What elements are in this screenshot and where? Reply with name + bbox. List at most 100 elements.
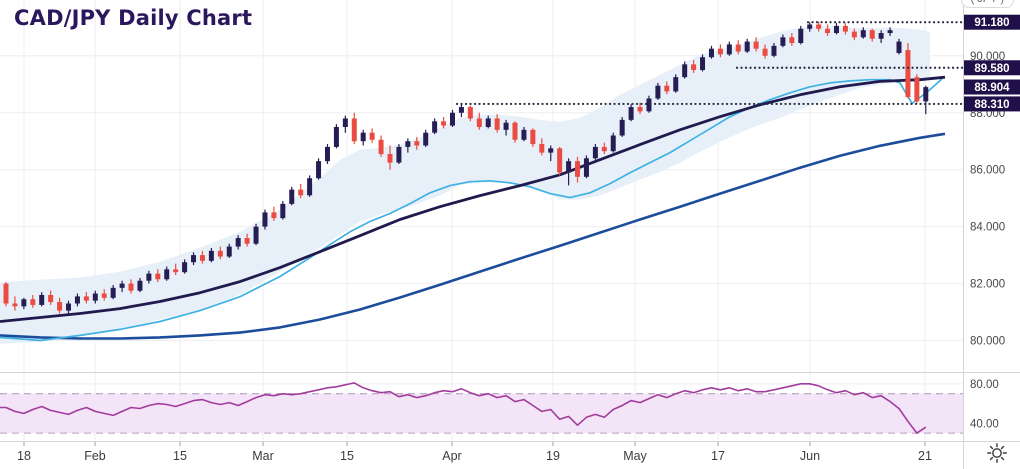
bullish-candle-body	[39, 294, 45, 305]
bullish-candle-body	[807, 24, 813, 29]
bearish-candle-body	[575, 161, 581, 177]
x-axis-label: Feb	[84, 449, 106, 463]
bearish-candle-body	[691, 64, 697, 71]
bullish-candle-body	[771, 45, 777, 56]
bullish-candle-body	[655, 85, 661, 99]
sun-icon-part	[1000, 445, 1005, 450]
bearish-candle-body	[637, 107, 643, 112]
bullish-candle-body	[887, 30, 893, 34]
mid-moving-average-line	[0, 75, 946, 323]
axis-unit-label: ( JPY )	[971, 0, 1004, 5]
bearish-candle-body	[557, 148, 563, 173]
sun-theme-toggle-icon[interactable]	[986, 442, 1008, 464]
bullish-candle-body	[708, 48, 714, 58]
x-axis-label: May	[623, 449, 647, 463]
bullish-candle-body	[726, 44, 732, 55]
rsi-scale-label: 80.00	[970, 379, 999, 391]
sun-icon-part	[992, 448, 1002, 458]
bullish-candle-body	[253, 226, 259, 244]
bullish-candle-body	[92, 293, 98, 301]
bearish-candle-body	[12, 303, 18, 307]
y-axis-price-label: 84.000	[970, 222, 1005, 234]
bearish-candle-body	[217, 250, 223, 257]
x-axis-label: 18	[17, 449, 31, 463]
bearish-candle-body	[476, 118, 482, 127]
bullish-candle-body	[503, 122, 509, 130]
bullish-candle-body	[432, 121, 438, 133]
bullish-candle-body	[333, 126, 339, 147]
x-axis-label: 21	[918, 449, 932, 463]
bearish-candle-body	[369, 132, 375, 140]
bearish-candle-body	[512, 122, 518, 140]
x-axis-label: 15	[173, 449, 187, 463]
bullish-candle-body	[628, 107, 634, 120]
sun-icon-part	[989, 445, 994, 450]
bullish-candle-body	[583, 158, 589, 177]
rsi-scale-label: 40.00	[970, 418, 999, 430]
bullish-candle-body	[66, 303, 72, 311]
bullish-candle-body	[208, 250, 214, 261]
price-badge	[964, 79, 1020, 95]
bullish-candle-body	[458, 107, 464, 113]
bullish-candle-body	[146, 273, 152, 281]
bullish-candle-body	[860, 30, 866, 38]
x-axis-label: 19	[546, 449, 560, 463]
bullish-candle-body	[360, 132, 366, 142]
price-badge-label: 89.580	[974, 63, 1009, 75]
bullish-candle-body	[324, 146, 330, 162]
bullish-candle-body	[21, 299, 27, 307]
bearish-candle-body	[530, 129, 536, 145]
bullish-candle-body	[833, 25, 839, 34]
bullish-candle-body	[682, 64, 688, 78]
bearish-candle-body	[83, 296, 89, 301]
price-badge-label: 88.904	[974, 82, 1010, 94]
bearish-candle-body	[816, 24, 822, 29]
bullish-candle-body	[548, 148, 554, 153]
bullish-candle-body	[780, 37, 786, 46]
x-axis-label: 17	[711, 449, 725, 463]
sun-icon-part	[989, 456, 994, 461]
price-badge	[964, 14, 1020, 30]
bullish-candle-body	[673, 77, 679, 92]
bullish-candle-body	[182, 262, 188, 273]
bullish-candle-body	[423, 132, 429, 146]
bearish-candle-body	[494, 118, 500, 130]
bullish-candle-body	[262, 212, 268, 227]
bullish-candle-body	[610, 135, 616, 152]
bearish-candle-body	[851, 31, 857, 38]
bearish-candle-body	[57, 302, 63, 311]
bullish-candle-body	[744, 41, 750, 52]
y-axis-price-label: 90.000	[970, 51, 1005, 63]
bearish-candle-body	[905, 50, 911, 98]
bearish-candle-body	[155, 273, 161, 280]
bearish-candle-body	[3, 283, 9, 304]
bearish-candle-body	[762, 48, 768, 56]
bullish-candle-body	[923, 87, 929, 102]
bullish-candle-body	[342, 118, 348, 127]
bullish-candle-body	[316, 161, 322, 179]
y-axis-price-label: 86.000	[970, 165, 1005, 177]
bullish-candle-body	[896, 41, 902, 53]
bullish-candle-body	[307, 178, 313, 196]
bullish-candle-body	[396, 146, 402, 163]
bullish-candle-body	[646, 98, 652, 112]
bearish-candle-body	[199, 255, 205, 261]
bearish-candle-body	[914, 77, 920, 102]
bearish-candle-body	[128, 283, 134, 291]
bearish-candle-body	[378, 139, 384, 155]
price-badge-label: 91.180	[974, 17, 1009, 29]
bullish-candle-body	[137, 280, 143, 291]
bearish-candle-body	[539, 144, 545, 153]
bearish-candle-body	[173, 269, 179, 273]
bullish-candle-body	[566, 161, 572, 173]
bullish-candle-body	[798, 28, 804, 43]
bullish-candle-body	[521, 129, 527, 140]
sun-icon-part	[1000, 456, 1005, 461]
bearish-candle-body	[825, 28, 831, 34]
rsi-band-fill	[0, 393, 963, 434]
bullish-candle-body	[280, 203, 286, 219]
x-axis-label: Jun	[800, 449, 820, 463]
x-axis-label: 15	[340, 449, 354, 463]
